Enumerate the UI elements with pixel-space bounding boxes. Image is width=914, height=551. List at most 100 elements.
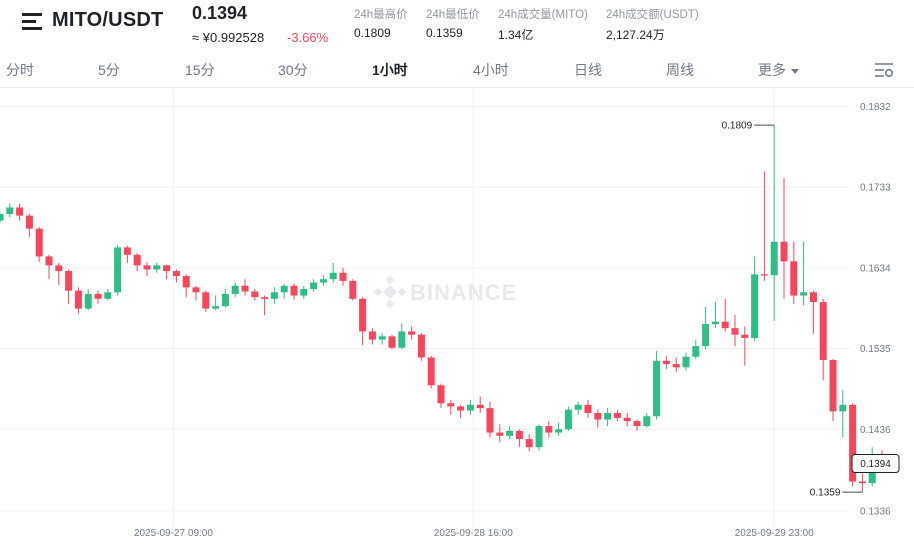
candle-down — [251, 289, 259, 301]
candle-body — [466, 404, 474, 411]
tab-more[interactable]: 更多 — [758, 60, 799, 80]
candle-body — [163, 265, 171, 272]
candle-down — [780, 178, 788, 299]
ticker-header: MITO/USDT 0.1394 ≈ ¥0.992528 -3.66% 24h最… — [0, 0, 914, 50]
tab-time-sharing[interactable]: 分时 — [6, 62, 34, 78]
candle-down — [261, 295, 269, 316]
candle-up — [564, 406, 572, 431]
tab-1h[interactable]: 1小时 — [372, 62, 408, 78]
tab-1d[interactable]: 日线 — [574, 62, 602, 78]
candle-up — [300, 285, 308, 299]
tab-more-label: 更多 — [758, 62, 786, 78]
candle-body — [133, 254, 141, 266]
candle-body — [45, 256, 53, 266]
candle-body — [643, 416, 651, 427]
candle-body — [417, 334, 425, 358]
candle-down — [74, 287, 82, 314]
chart-settings-icon[interactable] — [874, 61, 894, 79]
last-price-tag — [851, 454, 900, 474]
candle-body — [349, 280, 357, 299]
candle-body — [329, 272, 337, 280]
candle-body — [114, 247, 122, 293]
candle-body — [721, 321, 729, 329]
candle-body — [408, 331, 416, 335]
low-marker-label: 0.1359 — [810, 488, 841, 499]
candle-body — [153, 265, 161, 270]
candle-down — [55, 262, 63, 285]
candle-up — [6, 203, 14, 218]
candle-up — [574, 401, 582, 415]
candle-down — [496, 424, 504, 443]
candle-down — [388, 334, 396, 350]
candle-body — [604, 412, 612, 420]
candle-down — [172, 269, 180, 283]
candle-body — [16, 207, 24, 216]
candle-body — [94, 293, 102, 299]
menu-icon[interactable] — [22, 13, 42, 31]
candle-up — [770, 125, 778, 321]
tab-5m[interactable]: 5分 — [98, 62, 120, 78]
candle-down — [349, 279, 357, 301]
candle-up — [751, 256, 759, 342]
candlestick-chart[interactable]: BINANCE 0.18320.17330.16340.15350.14360.… — [0, 89, 914, 551]
trading-pair[interactable]: MITO/USDT — [52, 9, 164, 31]
stat-value: 2,127.24万 — [606, 28, 665, 42]
candle-body — [427, 357, 435, 386]
candle-up — [682, 352, 690, 371]
candle-body — [780, 241, 788, 262]
candle-body — [829, 359, 837, 412]
candle-down — [849, 403, 857, 487]
candle-down — [182, 274, 190, 298]
candle-up — [643, 412, 651, 428]
candle-body — [65, 271, 73, 291]
candle-down — [65, 269, 73, 304]
y-tick-label: 0.1832 — [860, 102, 891, 113]
candle-down — [731, 315, 739, 347]
x-axis: 2025-09-27 09:00 2025-09-28 16:00 2025-09-… — [134, 528, 814, 539]
candle-down — [45, 254, 53, 280]
candle-body — [221, 293, 229, 307]
candle-down — [515, 429, 523, 448]
y-tick-label: 0.1336 — [860, 506, 891, 517]
candle-down — [241, 279, 249, 296]
candle-down — [35, 227, 43, 263]
tab-4h[interactable]: 4小时 — [473, 62, 509, 78]
candle-body — [437, 385, 445, 404]
tab-15m[interactable]: 15分 — [185, 62, 215, 78]
candle-body — [770, 241, 778, 276]
candle-down — [437, 383, 445, 409]
candle-down — [359, 297, 367, 346]
stat-volume: 24h成交量(MITO) 1.34亿 — [498, 6, 588, 43]
candle-body — [192, 287, 200, 293]
candle-down — [427, 355, 435, 389]
candle-body — [525, 439, 533, 448]
candle-down — [829, 359, 837, 422]
candle-body — [104, 292, 112, 299]
candle-body — [55, 265, 63, 272]
candle-body — [555, 429, 563, 433]
candle-down — [613, 409, 621, 422]
candle-up — [84, 289, 92, 311]
candle-body — [751, 274, 759, 338]
y-axis: 0.1832 0.1733 0.1634 0.1535 0.1436 0.1336 — [860, 102, 891, 518]
stat-label: 24h最低价 — [426, 9, 480, 21]
watermark-text: BINANCE — [410, 280, 517, 305]
price-cny: ≈ ¥0.992528 — [192, 30, 265, 45]
candle-down — [594, 409, 602, 428]
candle-body — [819, 302, 827, 360]
x-tick-label: 2025-09-29 23:00 — [735, 528, 814, 539]
stat-label: 24h成交额(USDT) — [606, 9, 699, 21]
candle-body — [476, 404, 484, 409]
tab-1w[interactable]: 周线 — [666, 62, 694, 78]
candle-body — [231, 285, 239, 294]
last-price-tag-label: 0.1394 — [860, 459, 891, 470]
chart-grid — [0, 89, 850, 527]
tab-30m[interactable]: 30分 — [278, 62, 308, 78]
candle-body — [339, 272, 347, 281]
candle-up — [800, 241, 808, 306]
watermark: BINANCE — [373, 275, 517, 309]
candle-up — [466, 399, 474, 415]
candle-body — [172, 271, 180, 276]
candle-up — [221, 289, 229, 308]
candle-body — [143, 265, 151, 270]
